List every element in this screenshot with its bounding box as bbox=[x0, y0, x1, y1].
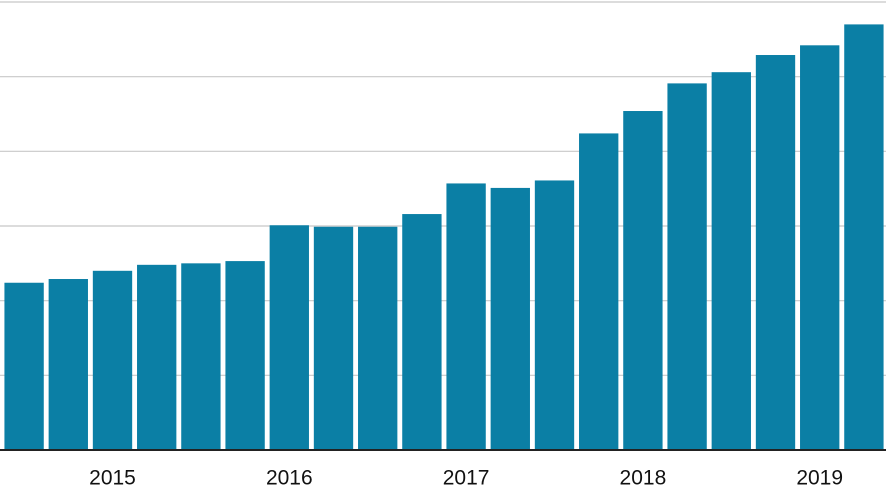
bar bbox=[844, 24, 884, 451]
x-tick-label: 2018 bbox=[620, 467, 667, 490]
bar bbox=[358, 226, 398, 450]
x-tick-label: 2016 bbox=[266, 467, 313, 490]
bar bbox=[667, 83, 707, 451]
bar bbox=[225, 261, 265, 450]
bar bbox=[181, 263, 221, 450]
bar bbox=[48, 279, 88, 450]
x-tick-label: 2019 bbox=[796, 467, 843, 490]
bar bbox=[490, 187, 530, 451]
bar bbox=[446, 183, 486, 450]
x-tick-label: 2017 bbox=[443, 467, 490, 490]
bar bbox=[313, 226, 354, 450]
bar bbox=[92, 270, 133, 450]
x-tick-label: 2015 bbox=[89, 467, 136, 490]
bar bbox=[269, 225, 309, 450]
bar bbox=[137, 264, 177, 450]
bar bbox=[402, 214, 442, 450]
bar bbox=[623, 111, 663, 450]
bar bbox=[4, 282, 44, 450]
bar bbox=[755, 55, 796, 450]
bar bbox=[800, 45, 840, 450]
bar bbox=[534, 180, 575, 450]
bar bbox=[711, 72, 751, 450]
bar bbox=[579, 133, 619, 450]
